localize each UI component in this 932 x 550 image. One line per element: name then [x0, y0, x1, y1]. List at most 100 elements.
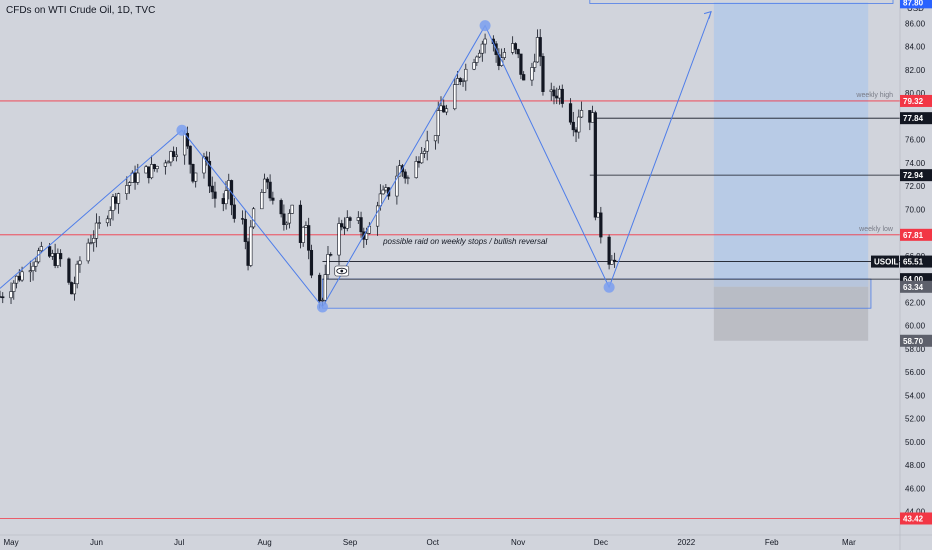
candle-body[interactable] [221, 198, 225, 205]
candle-body[interactable] [86, 242, 90, 262]
candle-body[interactable] [213, 191, 217, 199]
candle-body[interactable] [287, 213, 292, 224]
candle-body[interactable] [326, 254, 330, 275]
candle-body[interactable] [579, 110, 584, 118]
candle-body[interactable] [185, 133, 190, 147]
candle-body[interactable] [533, 61, 537, 68]
candle-body[interactable] [149, 164, 154, 179]
candle-body[interactable] [268, 181, 272, 199]
candle-body[interactable] [285, 222, 289, 225]
position-stop-zone[interactable] [713, 286, 869, 341]
candle-body[interactable] [12, 282, 16, 292]
candle-body[interactable] [210, 185, 214, 193]
candle-body[interactable] [571, 121, 575, 131]
price-badge[interactable] [900, 334, 932, 347]
candle-body[interactable] [116, 193, 121, 204]
candle-body[interactable] [395, 175, 399, 197]
candle-body[interactable] [133, 172, 137, 183]
candle-body[interactable] [599, 212, 603, 238]
candle-body[interactable] [282, 213, 286, 225]
swing-point[interactable] [479, 20, 491, 32]
candle-body[interactable] [70, 282, 74, 295]
candle-body[interactable] [31, 265, 35, 271]
candle-body[interactable] [588, 110, 592, 123]
price-badge[interactable] [900, 255, 932, 268]
candle-body[interactable] [279, 200, 283, 215]
candle-body[interactable] [552, 89, 556, 97]
candle-body[interactable] [439, 105, 443, 111]
candle-body[interactable] [147, 166, 151, 179]
candle-body[interactable] [442, 105, 446, 113]
candle-body[interactable] [155, 166, 159, 170]
candle-body[interactable] [590, 112, 595, 123]
candle-body[interactable] [320, 299, 325, 302]
candle-body[interactable] [364, 233, 369, 240]
price-badge[interactable] [900, 280, 932, 293]
candle-body[interactable] [406, 177, 410, 179]
candle-body[interactable] [530, 67, 534, 81]
candle-body[interactable] [105, 218, 110, 224]
candle-body[interactable] [513, 43, 518, 50]
candle-body[interactable] [1, 296, 5, 299]
candle-body[interactable] [194, 172, 198, 182]
candle-body[interactable] [519, 53, 523, 75]
candle-body[interactable] [144, 166, 148, 174]
candle-body[interactable] [425, 140, 429, 152]
price-badge[interactable] [900, 512, 932, 525]
candle-body[interactable] [436, 110, 440, 136]
candle-body[interactable] [169, 151, 173, 163]
zigzag-projection[interactable] [0, 11, 712, 308]
demand-zone[interactable] [322, 278, 872, 309]
candle-body[interactable] [172, 151, 176, 157]
candle-body[interactable] [511, 43, 515, 53]
candle-body[interactable] [483, 38, 487, 45]
candle-body[interactable] [75, 263, 79, 285]
candle-body[interactable] [89, 242, 93, 244]
candle-body[interactable] [538, 37, 542, 57]
candle-body[interactable] [136, 172, 140, 183]
candle-body[interactable] [78, 260, 82, 265]
candle-body[interactable] [574, 129, 578, 133]
candle-body[interactable] [72, 283, 77, 295]
candle-body[interactable] [348, 217, 352, 221]
candle-body[interactable] [92, 237, 96, 244]
candle-body[interactable] [260, 192, 264, 210]
candle-body[interactable] [417, 161, 421, 164]
candle-body[interactable] [444, 108, 449, 113]
candle-body[interactable] [329, 254, 333, 256]
candle-body[interactable] [207, 160, 212, 187]
candle-body[interactable] [251, 208, 256, 228]
candle-body[interactable] [475, 56, 479, 63]
candle-body[interactable] [188, 145, 192, 165]
candle-body[interactable] [224, 190, 228, 205]
candle-body[interactable] [243, 218, 247, 242]
candle-body[interactable] [290, 204, 294, 214]
candle-body[interactable] [39, 246, 43, 252]
candle-body[interactable] [378, 193, 382, 207]
candle-body[interactable] [163, 162, 167, 167]
candle-body[interactable] [593, 112, 597, 218]
candle-body[interactable] [535, 37, 540, 63]
candle-body[interactable] [502, 52, 506, 58]
candle-body[interactable] [555, 95, 559, 99]
candle-body[interactable] [34, 261, 38, 267]
target-box[interactable] [589, 0, 894, 4]
candle-body[interactable] [577, 116, 581, 133]
candle-body[interactable] [232, 204, 236, 219]
candle-body[interactable] [240, 218, 245, 220]
candle-body[interactable] [56, 253, 60, 266]
candle-body[interactable] [549, 89, 553, 92]
candle-body[interactable] [557, 88, 562, 99]
position-target-zone[interactable] [713, 2, 869, 287]
candle-body[interactable] [9, 291, 13, 299]
candle-body[interactable] [472, 62, 476, 70]
candle-body[interactable] [53, 253, 57, 266]
candle-body[interactable] [375, 205, 380, 227]
candle-body[interactable] [455, 78, 460, 85]
candle-body[interactable] [125, 185, 129, 194]
swing-point[interactable] [176, 124, 188, 136]
candle-body[interactable] [480, 43, 484, 54]
candle-body[interactable] [271, 197, 275, 201]
candle-body[interactable] [67, 258, 71, 283]
